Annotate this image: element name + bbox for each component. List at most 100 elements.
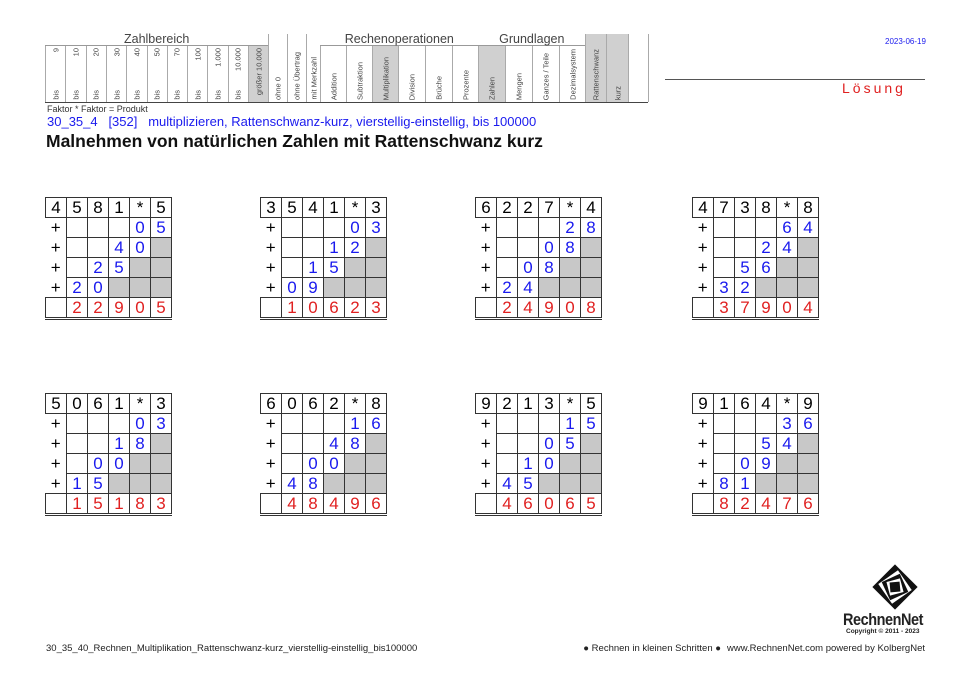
empty-cell[interactable] xyxy=(66,217,88,238)
category-option[interactable]: kurz xyxy=(606,34,629,102)
partial-digit[interactable]: 0 xyxy=(302,453,324,474)
empty-cell[interactable] xyxy=(734,433,756,454)
partial-digit[interactable]: 4 xyxy=(281,473,303,494)
partial-digit[interactable]: 0 xyxy=(323,453,345,474)
empty-cell[interactable] xyxy=(713,433,735,454)
partial-digit[interactable]: 4 xyxy=(776,433,798,454)
result-digit[interactable]: 0 xyxy=(129,297,151,320)
result-digit[interactable]: 0 xyxy=(302,297,324,320)
empty-cell[interactable] xyxy=(496,433,518,454)
partial-digit[interactable]: 1 xyxy=(559,413,581,434)
result-digit[interactable]: 3 xyxy=(365,297,387,320)
empty-cell[interactable] xyxy=(108,413,130,434)
empty-cell[interactable] xyxy=(517,433,539,454)
empty-cell[interactable] xyxy=(517,237,539,258)
category-option[interactable]: 20 bis xyxy=(85,46,106,102)
empty-cell[interactable] xyxy=(496,237,518,258)
partial-digit[interactable]: 8 xyxy=(302,473,324,494)
empty-cell[interactable] xyxy=(66,413,88,434)
partial-digit[interactable]: 9 xyxy=(302,277,324,298)
result-digit[interactable]: 6 xyxy=(365,493,387,516)
category-option[interactable]: ohne 0 xyxy=(268,34,287,102)
empty-cell[interactable] xyxy=(713,257,735,278)
partial-digit[interactable]: 5 xyxy=(87,473,109,494)
empty-cell[interactable] xyxy=(87,433,109,454)
category-option[interactable]: 1.000 bis xyxy=(207,46,227,102)
partial-digit[interactable]: 8 xyxy=(538,257,560,278)
result-digit[interactable]: 9 xyxy=(538,297,560,320)
empty-cell[interactable] xyxy=(755,413,777,434)
partial-digit[interactable]: 0 xyxy=(129,413,151,434)
partial-digit[interactable]: 1 xyxy=(517,453,539,474)
category-option[interactable]: Zahlen xyxy=(478,46,506,102)
partial-digit[interactable]: 5 xyxy=(580,413,602,434)
empty-cell[interactable] xyxy=(281,237,303,258)
partial-digit[interactable]: 1 xyxy=(323,237,345,258)
empty-cell[interactable] xyxy=(66,453,88,474)
result-digit[interactable]: 0 xyxy=(538,493,560,516)
category-option[interactable]: Multiplikation xyxy=(372,46,399,102)
partial-digit[interactable]: 9 xyxy=(755,453,777,474)
empty-cell[interactable] xyxy=(302,217,324,238)
empty-cell[interactable] xyxy=(323,413,345,434)
category-option[interactable]: Division xyxy=(398,46,425,102)
partial-digit[interactable]: 0 xyxy=(517,257,539,278)
category-option[interactable] xyxy=(628,34,648,102)
partial-digit[interactable]: 8 xyxy=(580,217,602,238)
category-option[interactable]: 100 bis xyxy=(187,46,207,102)
category-option[interactable]: Mengen xyxy=(505,46,532,102)
partial-digit[interactable]: 4 xyxy=(496,473,518,494)
partial-digit[interactable]: 3 xyxy=(776,413,798,434)
partial-digit[interactable]: 8 xyxy=(559,237,581,258)
result-digit[interactable]: 4 xyxy=(755,493,777,516)
partial-digit[interactable]: 3 xyxy=(365,217,387,238)
partial-digit[interactable]: 4 xyxy=(323,433,345,454)
partial-digit[interactable]: 5 xyxy=(734,257,756,278)
category-option[interactable]: 9 bis xyxy=(45,46,65,102)
partial-digit[interactable]: 4 xyxy=(108,237,130,258)
partial-digit[interactable]: 0 xyxy=(538,237,560,258)
category-option[interactable]: 30 bis xyxy=(105,46,126,102)
empty-cell[interactable] xyxy=(281,217,303,238)
result-digit[interactable]: 4 xyxy=(496,493,518,516)
partial-digit[interactable]: 2 xyxy=(66,277,88,298)
empty-cell[interactable] xyxy=(281,413,303,434)
partial-digit[interactable]: 3 xyxy=(150,413,172,434)
empty-cell[interactable] xyxy=(281,453,303,474)
category-option[interactable]: Prozente xyxy=(452,46,478,102)
empty-cell[interactable] xyxy=(87,413,109,434)
partial-digit[interactable]: 5 xyxy=(517,473,539,494)
result-digit[interactable]: 8 xyxy=(129,493,151,516)
category-option[interactable]: 40 bis xyxy=(126,46,146,102)
category-option[interactable]: mit Merkzahl xyxy=(306,34,320,102)
result-digit[interactable]: 4 xyxy=(281,493,303,516)
partial-digit[interactable]: 5 xyxy=(755,433,777,454)
category-option[interactable]: Addition xyxy=(320,46,346,102)
partial-digit[interactable]: 1 xyxy=(108,433,130,454)
partial-digit[interactable]: 0 xyxy=(87,453,109,474)
category-option[interactable]: 10 bis xyxy=(65,46,85,102)
partial-digit[interactable]: 0 xyxy=(538,453,560,474)
result-digit[interactable]: 4 xyxy=(797,297,819,320)
result-digit[interactable]: 9 xyxy=(755,297,777,320)
result-digit[interactable]: 6 xyxy=(797,493,819,516)
result-digit[interactable]: 2 xyxy=(496,297,518,320)
empty-cell[interactable] xyxy=(87,217,109,238)
result-digit[interactable]: 3 xyxy=(150,493,172,516)
result-digit[interactable]: 5 xyxy=(150,297,172,320)
partial-digit[interactable]: 4 xyxy=(517,277,539,298)
category-option[interactable]: 70 bis xyxy=(166,46,187,102)
partial-digit[interactable]: 8 xyxy=(713,473,735,494)
partial-digit[interactable]: 0 xyxy=(108,453,130,474)
partial-digit[interactable]: 4 xyxy=(776,237,798,258)
category-option[interactable]: 50 bis xyxy=(146,46,167,102)
result-digit[interactable]: 4 xyxy=(517,297,539,320)
result-digit[interactable]: 7 xyxy=(776,493,798,516)
result-digit[interactable]: 5 xyxy=(87,493,109,516)
empty-cell[interactable] xyxy=(496,453,518,474)
result-digit[interactable]: 1 xyxy=(281,297,303,320)
empty-cell[interactable] xyxy=(734,217,756,238)
result-digit[interactable]: 7 xyxy=(734,297,756,320)
empty-cell[interactable] xyxy=(496,257,518,278)
result-digit[interactable]: 4 xyxy=(323,493,345,516)
